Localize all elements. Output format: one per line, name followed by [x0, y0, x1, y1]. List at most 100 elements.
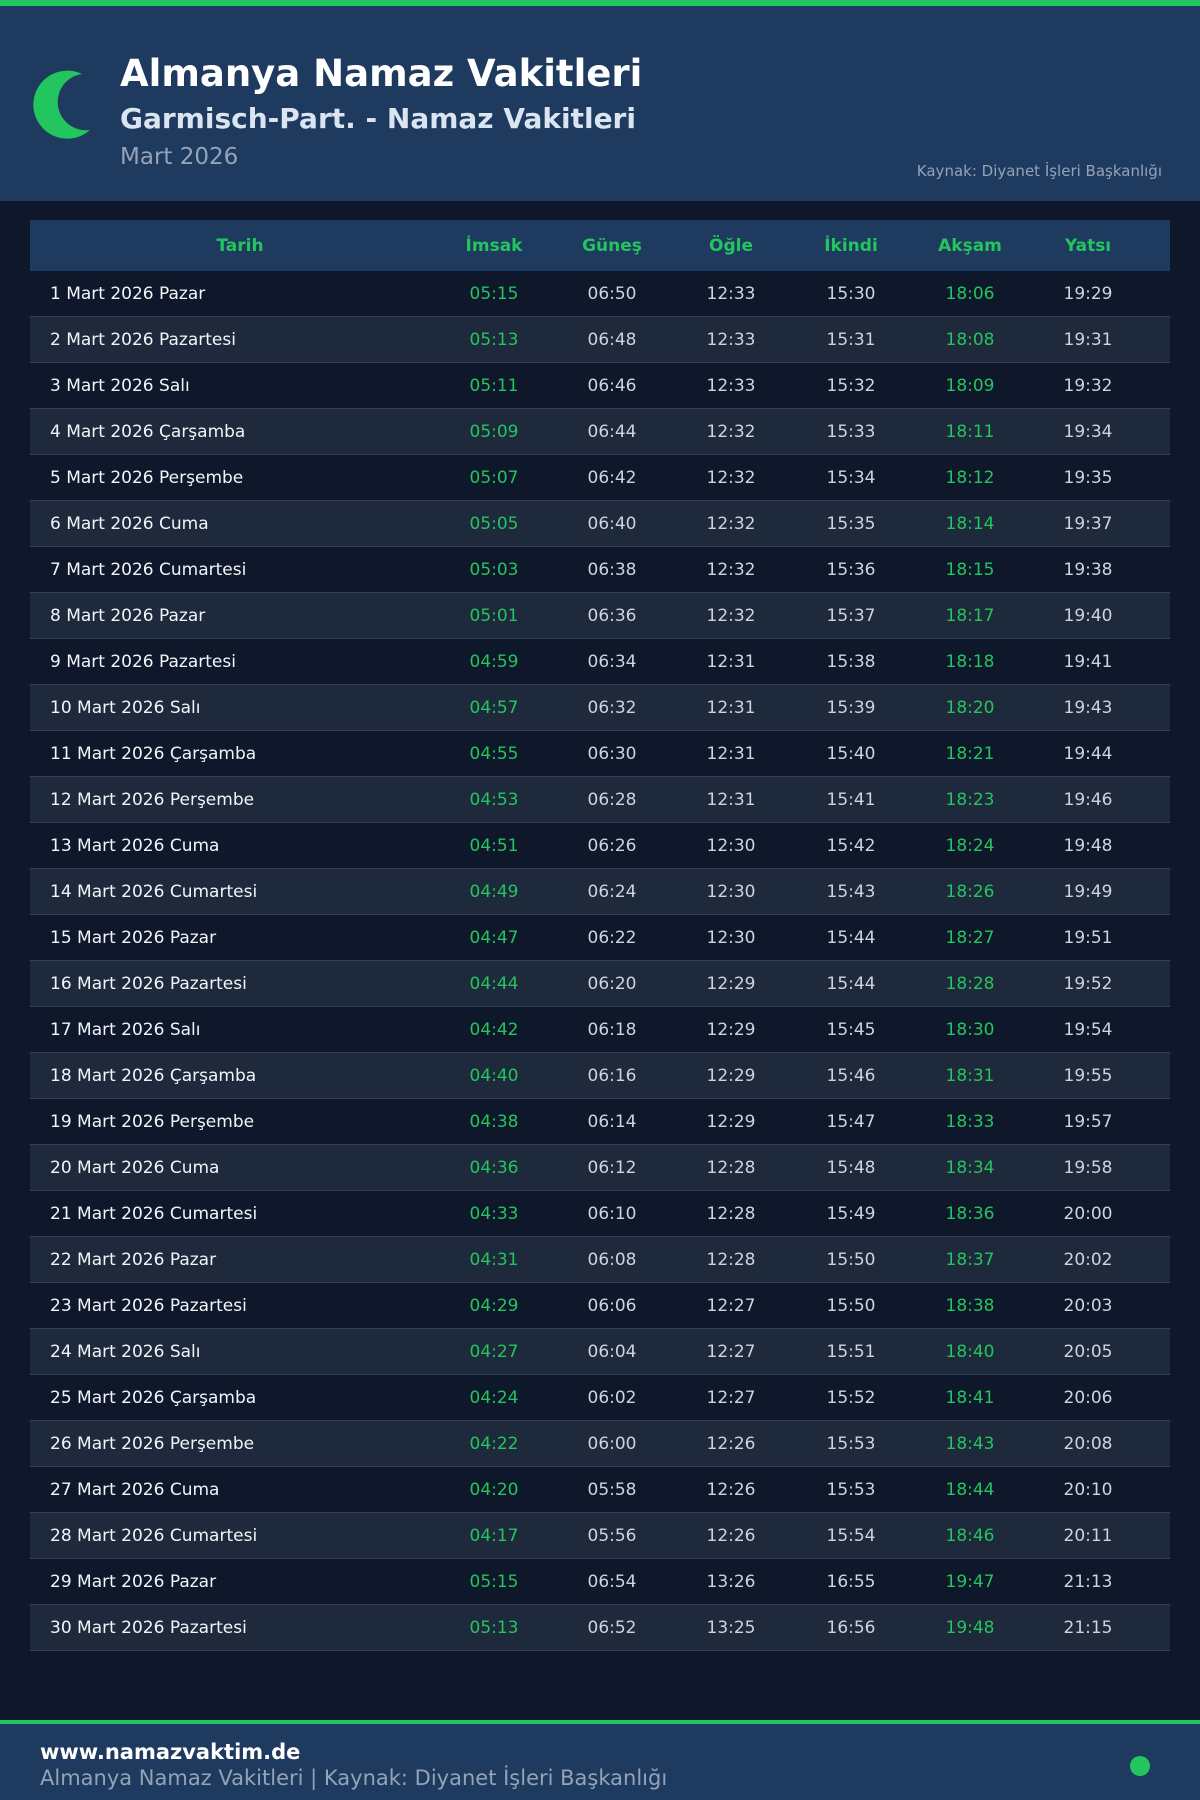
time-cell: 15:33 — [826, 421, 876, 442]
time-cell: 04:27 — [469, 1341, 519, 1362]
date-cell: 13 Mart 2026 Cuma — [50, 835, 220, 856]
time-cell: 15:45 — [826, 1019, 876, 1040]
table-row: 3 Mart 2026 Salı 05:11 06:46 12:33 15:32 18:0… — [30, 363, 1170, 409]
time-cell: 12:29 — [706, 1019, 756, 1040]
time-cell: 12:33 — [706, 375, 756, 396]
time-cell: 15:51 — [826, 1341, 876, 1362]
date-cell: 9 Mart 2026 Pazartesi — [50, 651, 236, 672]
time-cell: 06:10 — [587, 1203, 637, 1224]
time-cell: 21:15 — [1063, 1617, 1113, 1638]
time-cell: 05:58 — [587, 1479, 637, 1500]
time-cell: 04:29 — [469, 1295, 519, 1316]
time-cell: 12:28 — [706, 1203, 756, 1224]
table-row: 5 Mart 2026 Perşembe 05:07 06:42 12:32 15:34… — [30, 455, 1170, 501]
time-cell: 18:09 — [945, 375, 995, 396]
source-label: Kaynak: Diyanet İşleri Başkanlığı — [916, 162, 1162, 180]
time-cell: 04:42 — [469, 1019, 519, 1040]
time-cell: 19:41 — [1063, 651, 1113, 672]
time-cell: 20:03 — [1063, 1295, 1113, 1316]
date-cell: 2 Mart 2026 Pazartesi — [50, 329, 236, 350]
column-header: İmsak — [465, 235, 523, 256]
time-cell: 05:13 — [469, 329, 519, 350]
table-body: 1 Mart 2026 Pazar 05:15 06:50 12:33 15:30 18:… — [30, 271, 1170, 1651]
time-cell: 04:49 — [469, 881, 519, 902]
page-subtitle: Garmisch-Part. - Namaz Vakitleri — [120, 102, 636, 135]
time-cell: 19:49 — [1063, 881, 1113, 902]
table-header: Tarih İmsak Güneş Öğle İkindi Akşam Yatsı — [30, 220, 1170, 271]
footer-site-link[interactable]: www.namazvaktim.de — [40, 1740, 301, 1764]
table-row: 10 Mart 2026 Salı 04:57 06:32 12:31 15:39 18:… — [30, 685, 1170, 731]
table-row: 23 Mart 2026 Pazartesi 04:29 06:06 12:27 15:… — [30, 1283, 1170, 1329]
date-cell: 6 Mart 2026 Cuma — [50, 513, 209, 534]
time-cell: 18:34 — [945, 1157, 995, 1178]
column-header: Tarih — [216, 235, 264, 256]
time-cell: 15:31 — [826, 329, 876, 350]
date-cell: 15 Mart 2026 Pazar — [50, 927, 217, 948]
time-cell: 05:01 — [469, 605, 519, 626]
table-row: 27 Mart 2026 Cuma 04:20 05:58 12:26 15:53 18:… — [30, 1467, 1170, 1513]
time-cell: 15:42 — [826, 835, 876, 856]
date-cell: 3 Mart 2026 Salı — [50, 375, 190, 396]
column-header: Yatsı — [1064, 235, 1112, 256]
time-cell: 05:13 — [469, 1617, 519, 1638]
time-cell: 19:40 — [1063, 605, 1113, 626]
footer-note: Almanya Namaz Vakitleri | Kaynak: Diyane… — [40, 1766, 668, 1790]
time-cell: 04:33 — [469, 1203, 519, 1224]
page-header: Almanya Namaz Vakitleri Garmisch-Part. -… — [0, 6, 1200, 201]
date-cell: 21 Mart 2026 Cumartesi — [50, 1203, 258, 1224]
column-header: Akşam — [938, 235, 1002, 256]
time-cell: 06:16 — [587, 1065, 637, 1086]
date-cell: 10 Mart 2026 Salı — [50, 697, 201, 718]
column-header: İkindi — [824, 235, 878, 256]
table-row: 2 Mart 2026 Pazartesi 05:13 06:48 12:33 15:3… — [30, 317, 1170, 363]
time-cell: 18:31 — [945, 1065, 995, 1086]
time-cell: 18:17 — [945, 605, 995, 626]
date-cell: 22 Mart 2026 Pazar — [50, 1249, 217, 1270]
page-footer: www.namazvaktim.de Almanya Namaz Vakitle… — [0, 1720, 1200, 1800]
prayer-times-table: Tarih İmsak Güneş Öğle İkindi Akşam Yatsı 1 Ma… — [30, 220, 1170, 1651]
date-cell: 30 Mart 2026 Pazartesi — [50, 1617, 247, 1638]
time-cell: 13:25 — [706, 1617, 756, 1638]
time-cell: 15:50 — [826, 1295, 876, 1316]
time-cell: 12:32 — [706, 559, 756, 580]
date-cell: 25 Mart 2026 Çarşamba — [50, 1387, 257, 1408]
time-cell: 12:31 — [706, 651, 756, 672]
time-cell: 16:55 — [826, 1571, 876, 1592]
time-cell: 06:24 — [587, 881, 637, 902]
date-cell: 5 Mart 2026 Perşembe — [50, 467, 244, 488]
table-row: 9 Mart 2026 Pazartesi 04:59 06:34 12:31 15:3… — [30, 639, 1170, 685]
date-cell: 1 Mart 2026 Pazar — [50, 283, 206, 304]
time-cell: 12:29 — [706, 1065, 756, 1086]
time-cell: 19:57 — [1063, 1111, 1113, 1132]
time-cell: 19:31 — [1063, 329, 1113, 350]
table-row: 26 Mart 2026 Perşembe 04:22 06:00 12:26 15:5… — [30, 1421, 1170, 1467]
time-cell: 04:47 — [469, 927, 519, 948]
table-row: 30 Mart 2026 Pazartesi 05:13 06:52 13:25 16:… — [30, 1605, 1170, 1651]
time-cell: 18:12 — [945, 467, 995, 488]
time-cell: 16:56 — [826, 1617, 876, 1638]
date-cell: 8 Mart 2026 Pazar — [50, 605, 206, 626]
time-cell: 04:53 — [469, 789, 519, 810]
date-cell: 20 Mart 2026 Cuma — [50, 1157, 220, 1178]
time-cell: 06:36 — [587, 605, 637, 626]
time-cell: 20:10 — [1063, 1479, 1113, 1500]
time-cell: 15:34 — [826, 467, 876, 488]
time-cell: 06:00 — [587, 1433, 637, 1454]
time-cell: 19:58 — [1063, 1157, 1113, 1178]
time-cell: 15:36 — [826, 559, 876, 580]
date-cell: 19 Mart 2026 Perşembe — [50, 1111, 255, 1132]
time-cell: 12:28 — [706, 1249, 756, 1270]
time-cell: 12:27 — [706, 1295, 756, 1316]
column-header: Öğle — [709, 235, 753, 256]
time-cell: 19:51 — [1063, 927, 1113, 948]
column-header: Güneş — [582, 235, 642, 256]
time-cell: 04:59 — [469, 651, 519, 672]
table-row: 14 Mart 2026 Cumartesi 04:49 06:24 12:30 15:… — [30, 869, 1170, 915]
table-row: 28 Mart 2026 Cumartesi 04:17 05:56 12:26 15:… — [30, 1513, 1170, 1559]
time-cell: 06:12 — [587, 1157, 637, 1178]
time-cell: 20:02 — [1063, 1249, 1113, 1270]
time-cell: 12:31 — [706, 697, 756, 718]
time-cell: 20:08 — [1063, 1433, 1113, 1454]
time-cell: 18:37 — [945, 1249, 995, 1270]
date-cell: 27 Mart 2026 Cuma — [50, 1479, 220, 1500]
